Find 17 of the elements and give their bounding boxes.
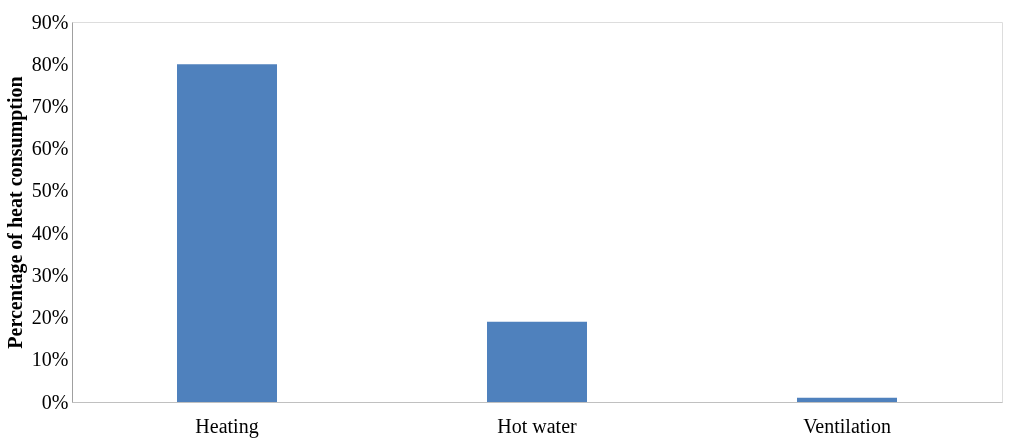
y-tick-label: 20% [31, 306, 69, 329]
bar [177, 64, 277, 402]
x-tick-label: Ventilation [803, 414, 891, 437]
y-tick-label: 60% [31, 137, 69, 160]
y-tick-label: 0% [41, 390, 69, 413]
y-tick-label: 50% [31, 179, 69, 202]
y-axis-title: Percentage of heat consumption [3, 76, 27, 349]
y-tick-label: 40% [31, 221, 69, 244]
y-tick-label: 70% [31, 94, 69, 117]
y-tick-label: 90% [31, 10, 69, 33]
y-tick-label: 10% [31, 348, 69, 371]
y-tick-label: 80% [31, 52, 69, 75]
bar [487, 321, 587, 402]
x-tick-label: Heating [195, 414, 259, 438]
bar [797, 397, 897, 402]
x-tick-label: Hot water [497, 414, 578, 437]
y-tick-label: 30% [31, 263, 69, 286]
